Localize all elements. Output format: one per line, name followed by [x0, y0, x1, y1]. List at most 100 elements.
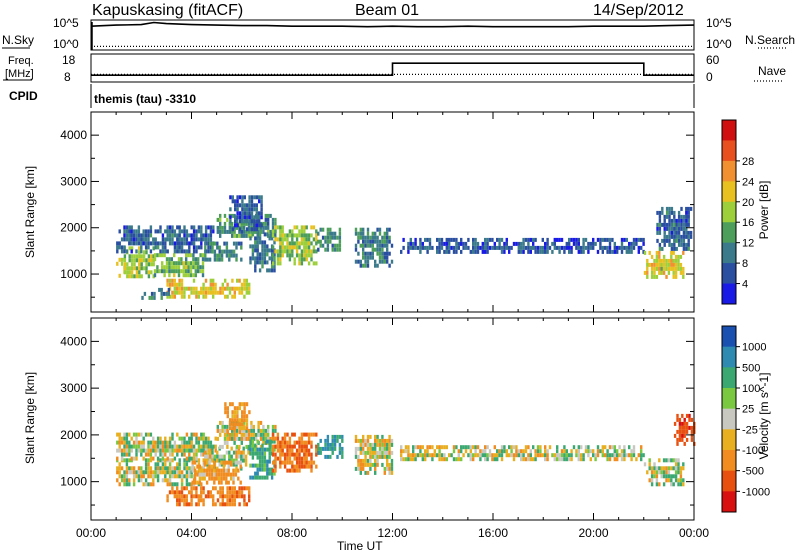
velocity-cell: [178, 474, 181, 479]
velocity-cell: [147, 458, 150, 463]
power-cell: [201, 273, 205, 278]
power-cell: [276, 257, 280, 262]
velocity-cell: [130, 448, 133, 453]
power-cell: [168, 294, 172, 299]
power-cell: [245, 233, 248, 238]
velocity-cell: [185, 466, 189, 471]
velocity-cell: [587, 445, 590, 450]
velocity-cell: [215, 468, 218, 473]
velocity-cell: [178, 498, 181, 503]
power-cell: [357, 251, 360, 256]
power-cell: [204, 225, 208, 230]
power-cell: [132, 233, 136, 238]
power-cell: [286, 233, 289, 238]
power-cell: [575, 245, 578, 250]
velocity-cell: [245, 402, 249, 407]
velocity-cell: [357, 446, 360, 451]
velocity-cell: [238, 444, 241, 449]
velocity-cell: [679, 466, 683, 471]
velocity-cell: [231, 436, 234, 441]
power-cell: [512, 241, 516, 246]
power-cell: [187, 269, 190, 274]
power-cell: [527, 245, 530, 250]
velocity-cell: [233, 418, 237, 423]
velocity-cell: [171, 444, 174, 449]
velocity-cell: [660, 470, 663, 475]
velocity-colorbar-tick-label: -1000: [742, 486, 770, 498]
power-cell: [156, 269, 159, 274]
power-cell: [572, 241, 576, 246]
time-tick-label: 04:00: [176, 526, 206, 540]
power-cell: [241, 199, 244, 204]
power-cell: [123, 233, 126, 238]
power-cell: [125, 225, 129, 230]
power-cell: [522, 249, 525, 254]
power-cell: [126, 274, 129, 279]
velocity-cell: [217, 468, 221, 473]
power-cell: [240, 290, 244, 295]
power-cell: [254, 248, 257, 253]
velocity-cell: [288, 436, 292, 441]
velocity-cell: [293, 444, 296, 449]
velocity-cell: [231, 418, 234, 423]
power-cell: [307, 241, 311, 246]
velocity-cell: [247, 444, 251, 449]
power-cell: [167, 287, 171, 292]
velocity-cell: [307, 448, 311, 453]
velocity-cell: [635, 457, 638, 462]
power-cell: [580, 249, 583, 254]
velocity-cell: [383, 438, 386, 443]
power-cell: [658, 266, 661, 271]
velocity-cell: [161, 444, 165, 449]
velocity-cell: [159, 444, 162, 449]
power-cell: [677, 266, 680, 271]
power-cell: [123, 266, 127, 271]
velocity-cell: [276, 448, 280, 453]
velocity-cell: [283, 464, 287, 469]
velocity-cell: [688, 413, 691, 418]
power-cell: [204, 249, 207, 254]
power-cell: [594, 241, 597, 246]
power-cell: [661, 210, 664, 215]
power-cell: [173, 245, 177, 250]
power-cell: [474, 241, 477, 246]
velocity-cell: [553, 453, 556, 458]
velocity-cell: [310, 432, 313, 437]
velocity-cell: [596, 453, 600, 458]
velocity-cell: [215, 476, 218, 481]
velocity-cell: [300, 444, 304, 449]
velocity-cell: [156, 440, 160, 445]
power-cell: [584, 245, 588, 250]
power-cell: [240, 225, 243, 230]
power-cell: [438, 237, 441, 242]
velocity-cell: [232, 476, 235, 481]
power-cell: [154, 241, 157, 246]
velocity-cell: [457, 453, 460, 458]
velocity-cell: [582, 453, 585, 458]
velocity-cell: [147, 440, 150, 445]
velocity-cell: [137, 440, 141, 445]
velocity-cell: [412, 457, 415, 462]
velocity-cell: [254, 463, 257, 468]
velocity-cell: [238, 422, 241, 427]
velocity-cell: [243, 418, 246, 423]
power-cell: [672, 262, 675, 267]
velocity-cell: [195, 456, 198, 461]
power-cell: [440, 241, 444, 246]
power-cell: [180, 294, 184, 299]
cpid-program: themis (tau) -3310: [94, 92, 196, 106]
power-cell: [317, 231, 320, 236]
power-cell: [687, 214, 690, 219]
velocity-cell: [544, 457, 547, 462]
power-cell: [211, 249, 214, 254]
velocity-cell: [228, 432, 231, 437]
power-cell: [192, 253, 195, 258]
power-cell: [464, 245, 468, 250]
velocity-cell: [324, 438, 327, 443]
power-cell: [305, 257, 308, 262]
power-cell: [138, 258, 141, 263]
velocity-cell: [271, 460, 275, 465]
power-cell: [472, 241, 475, 246]
velocity-cell: [338, 446, 342, 451]
power-cell: [248, 282, 251, 287]
